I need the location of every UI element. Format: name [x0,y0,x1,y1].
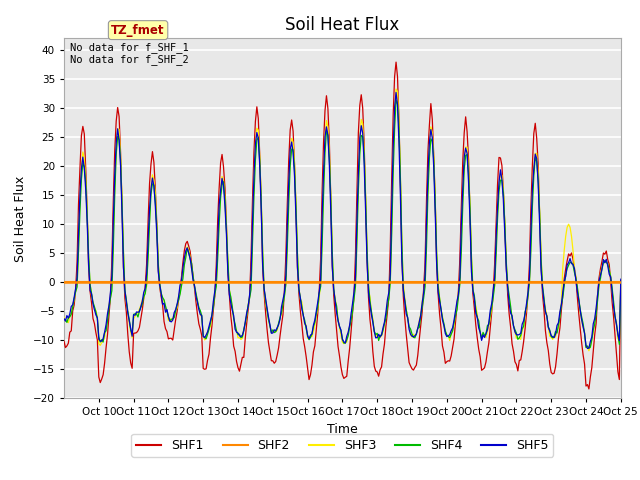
X-axis label: Time: Time [327,423,358,436]
Legend: SHF1, SHF2, SHF3, SHF4, SHF5: SHF1, SHF2, SHF3, SHF4, SHF5 [131,434,554,457]
Text: No data for f_SHF_1
No data for f_SHF_2: No data for f_SHF_1 No data for f_SHF_2 [70,42,188,65]
Title: Soil Heat Flux: Soil Heat Flux [285,16,399,34]
Y-axis label: Soil Heat Flux: Soil Heat Flux [15,175,28,262]
Text: TZ_fmet: TZ_fmet [111,24,165,36]
